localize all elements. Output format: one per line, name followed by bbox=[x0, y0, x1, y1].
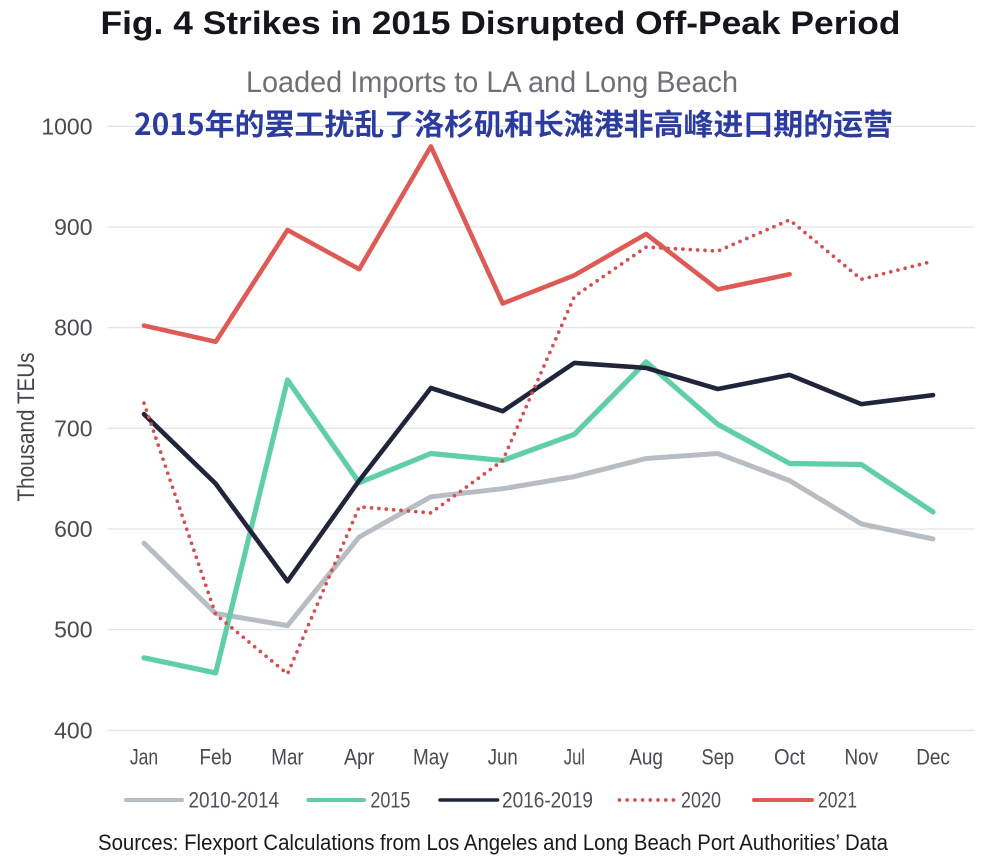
svg-text:Nov: Nov bbox=[845, 745, 879, 770]
svg-text:600: 600 bbox=[54, 516, 92, 542]
svg-text:2020: 2020 bbox=[681, 788, 721, 813]
svg-text:Loaded Imports to LA and Long: Loaded Imports to LA and Long Beach bbox=[246, 66, 738, 99]
svg-text:1000: 1000 bbox=[41, 113, 92, 139]
svg-text:Apr: Apr bbox=[344, 745, 375, 770]
svg-text:Sep: Sep bbox=[702, 745, 735, 770]
svg-text:Thousand TEUs: Thousand TEUs bbox=[13, 353, 40, 502]
svg-text:May: May bbox=[413, 745, 449, 770]
svg-text:2016-2019: 2016-2019 bbox=[502, 788, 593, 813]
svg-text:Jul: Jul bbox=[564, 745, 585, 770]
svg-text:2015: 2015 bbox=[370, 788, 410, 813]
svg-text:Sources: Flexport Calculations: Sources: Flexport Calculations from Los … bbox=[98, 830, 889, 855]
svg-text:Mar: Mar bbox=[271, 745, 303, 770]
svg-text:400: 400 bbox=[54, 717, 92, 743]
svg-text:Feb: Feb bbox=[200, 745, 232, 770]
svg-text:Aug: Aug bbox=[629, 745, 663, 770]
svg-text:Jan: Jan bbox=[130, 745, 158, 770]
svg-text:700: 700 bbox=[54, 415, 92, 441]
svg-text:900: 900 bbox=[54, 214, 92, 240]
svg-text:Jun: Jun bbox=[488, 745, 518, 770]
svg-text:2010-2014: 2010-2014 bbox=[189, 788, 280, 813]
svg-text:Oct: Oct bbox=[774, 745, 805, 770]
svg-text:500: 500 bbox=[54, 617, 92, 643]
svg-text:Dec: Dec bbox=[916, 745, 950, 770]
svg-text:800: 800 bbox=[54, 315, 92, 341]
svg-text:2021: 2021 bbox=[818, 788, 857, 813]
svg-text:Fig. 4 Strikes in 2015 Disrupt: Fig. 4 Strikes in 2015 Disrupted Off-Pea… bbox=[101, 5, 901, 41]
